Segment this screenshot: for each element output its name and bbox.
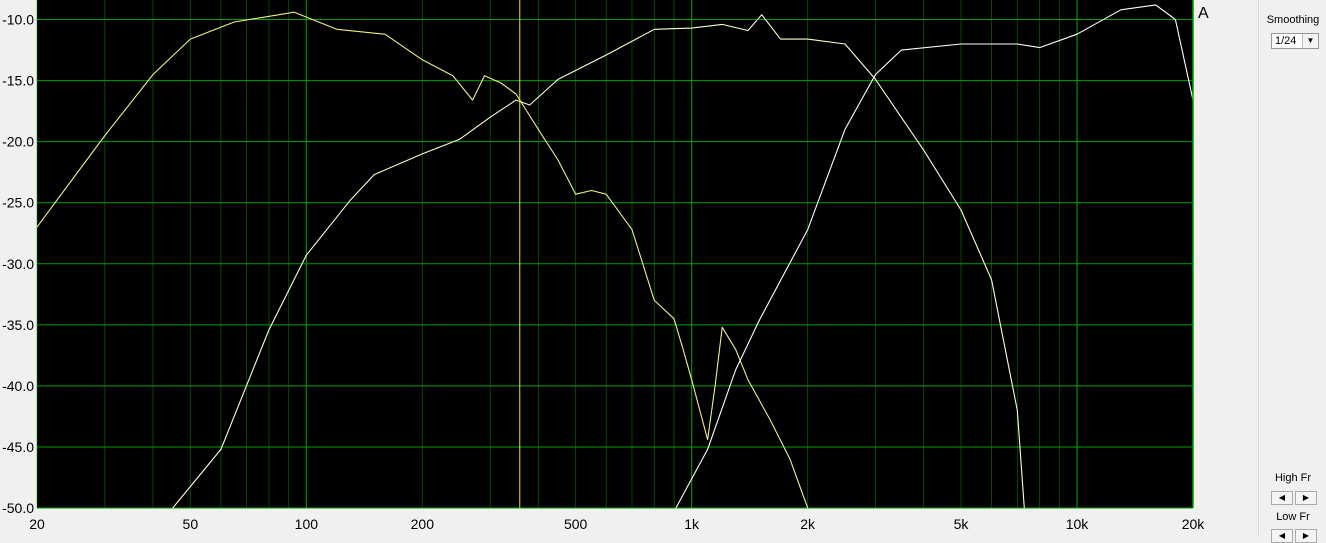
- frequency-response-chart[interactable]: -10.0 -15.0 -20.0 -25.0 -30.0 -35.0 -40.0 -45.0…: [0, 0, 1258, 536]
- x-tick-label: 2k: [800, 516, 816, 532]
- x-tick-label: 20k: [1182, 516, 1206, 532]
- y-tick-label: -25.0: [2, 195, 34, 211]
- x-tick-label: 10k: [1066, 516, 1090, 532]
- y-tick-label: -50.0: [2, 500, 34, 516]
- x-tick-label: 1k: [684, 516, 700, 532]
- series-line-1: [36, 11, 809, 509]
- y-tick-label: -35.0: [2, 317, 34, 333]
- series-line-2: [172, 14, 1025, 509]
- plot-area: [37, 0, 1193, 508]
- high-fr-left-button[interactable]: ◀: [1271, 491, 1293, 505]
- low-fr-label: Low Fr: [1276, 511, 1310, 523]
- smoothing-value: 1/24: [1275, 35, 1297, 47]
- x-tick-label: 200: [411, 516, 435, 532]
- y-tick-label: -20.0: [2, 134, 34, 150]
- y-tick-label: -45.0: [2, 439, 34, 455]
- side-panel: Smoothing 1/24 ▼ High Fr ◀ ▶ Low Fr ◀ ▶: [1258, 0, 1326, 543]
- x-tick-label: 50: [183, 516, 199, 532]
- y-tick-label: -10.0: [2, 12, 34, 28]
- low-fr-right-button[interactable]: ▶: [1295, 529, 1317, 543]
- marker-label: A: [1198, 5, 1209, 22]
- x-tick-label: 500: [564, 516, 588, 532]
- y-tick-label: -15.0: [2, 73, 34, 89]
- low-fr-left-button[interactable]: ◀: [1271, 529, 1293, 543]
- high-fr-right-button[interactable]: ▶: [1295, 491, 1317, 505]
- series-line-3: [675, 4, 1194, 509]
- y-tick-label: -30.0: [2, 256, 34, 272]
- x-tick-label: 20: [29, 516, 45, 532]
- y-tick-label: -40.0: [2, 378, 34, 394]
- x-tick-label: 100: [295, 516, 319, 532]
- high-fr-label: High Fr: [1274, 472, 1312, 484]
- x-tick-label: 5k: [954, 516, 970, 532]
- chevron-down-icon: ▼: [1302, 34, 1318, 48]
- smoothing-select[interactable]: 1/24 ▼: [1271, 33, 1319, 49]
- smoothing-label: Smoothing: [1266, 14, 1320, 26]
